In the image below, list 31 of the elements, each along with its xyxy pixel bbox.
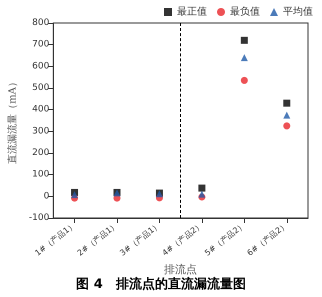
y-tick-label: 800 xyxy=(32,18,50,28)
y-tick-label: -100 xyxy=(28,213,50,223)
legend-label: 最负值 xyxy=(230,6,260,18)
y-tick-label: 500 xyxy=(32,83,50,93)
text: 图 4 排流点的直流漏流量图 xyxy=(76,276,246,292)
x-tick-label: 6#（产品2） xyxy=(245,220,290,258)
y-tick-label: 700 xyxy=(32,40,50,50)
x-tick-label: 1#（产品1） xyxy=(33,220,78,258)
point xyxy=(283,122,290,130)
y-tick-label: 400 xyxy=(32,104,50,115)
y-tick-label: 300 xyxy=(32,126,50,136)
legend-label: 最正值 xyxy=(177,6,207,18)
legend-label: 平均值 xyxy=(283,6,313,18)
x-axis-title: 排流点 xyxy=(164,262,198,276)
x-tick-label: 2#（产品1） xyxy=(76,220,120,258)
point xyxy=(283,112,290,119)
x-tick-label: 4#（产品2） xyxy=(160,220,205,258)
x-tick-label: 3#（产品1） xyxy=(118,220,162,258)
point xyxy=(198,190,206,198)
y-tick-label: 600 xyxy=(32,61,50,72)
point xyxy=(240,54,248,62)
point xyxy=(240,36,248,44)
point xyxy=(71,191,78,198)
point xyxy=(240,76,248,84)
y-tick-label: 0 xyxy=(44,191,50,202)
y-axis-title: 直流漏流量（mA） xyxy=(6,77,18,164)
y-tick-label: 200 xyxy=(32,148,50,158)
y-tick-label: 100 xyxy=(32,170,50,180)
x-tick-label: 5#（产品2） xyxy=(203,220,248,258)
point xyxy=(283,100,290,107)
point xyxy=(198,184,206,192)
